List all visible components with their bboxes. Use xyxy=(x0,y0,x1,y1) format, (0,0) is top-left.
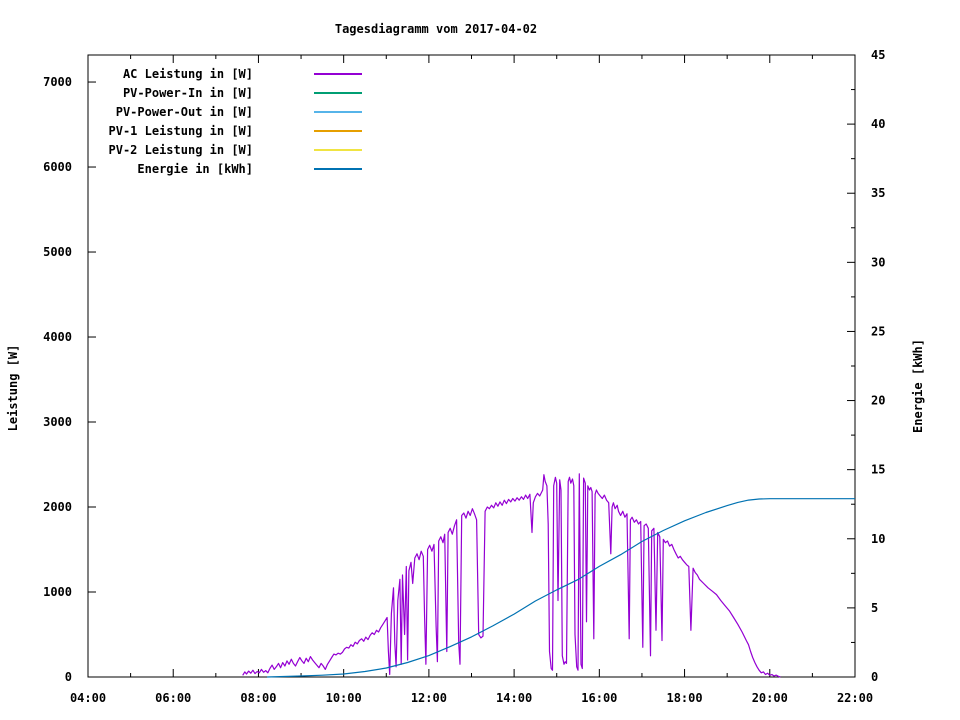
legend-label-pv1_leistung: PV-1 Leistung in [W] xyxy=(109,124,254,138)
y-tick-label: 0 xyxy=(65,670,72,684)
legend-label-pv_power_in: PV-Power-In in [W] xyxy=(123,86,253,100)
x-tick-label: 18:00 xyxy=(666,691,702,705)
y2-tick-label: 15 xyxy=(871,463,885,477)
x-tick-label: 08:00 xyxy=(240,691,276,705)
y2-tick-label: 30 xyxy=(871,255,885,269)
legend-label-energie: Energie in [kWh] xyxy=(137,162,253,176)
chart-generated-layer: 04:00 06:00 08:00 10:00 12:00 14:00 16:00 18:00… xyxy=(43,48,885,705)
x-tick-label: 10:00 xyxy=(326,691,362,705)
chart-title: Tagesdiagramm vom 2017-04-02 xyxy=(335,22,537,36)
x-tick-label: 16:00 xyxy=(581,691,617,705)
legend-label-pv_power_out: PV-Power-Out in [W] xyxy=(116,105,253,119)
y2-tick-label: 20 xyxy=(871,394,885,408)
x-tick-label: 12:00 xyxy=(411,691,447,705)
x-tick-label: 06:00 xyxy=(155,691,191,705)
x-tick-label: 14:00 xyxy=(496,691,532,705)
y2-tick-label: 0 xyxy=(871,670,878,684)
y2-tick-label: 5 xyxy=(871,601,878,615)
series-energie-line xyxy=(266,498,855,678)
y2-tick-label: 40 xyxy=(871,117,885,131)
y-tick-label: 5000 xyxy=(43,245,72,259)
y-tick-label: 3000 xyxy=(43,415,72,429)
x-tick-label: 20:00 xyxy=(752,691,788,705)
legend-label-pv2_leistung: PV-2 Leistung in [W] xyxy=(109,143,254,157)
y-tick-label: 2000 xyxy=(43,500,72,514)
legend-label-ac_leistung: AC Leistung in [W] xyxy=(123,67,253,81)
y2-tick-label: 35 xyxy=(871,186,885,200)
x-tick-label: 04:00 xyxy=(70,691,106,705)
y-tick-label: 1000 xyxy=(43,585,72,599)
y2-axis-title: Energie [kWh] xyxy=(911,339,925,433)
y2-tick-label: 25 xyxy=(871,324,885,338)
y-axis-title: Leistung [W] xyxy=(6,345,20,432)
y-tick-label: 7000 xyxy=(43,75,72,89)
y-tick-label: 4000 xyxy=(43,330,72,344)
y2-tick-label: 45 xyxy=(871,48,885,62)
series-ac_leistung-line xyxy=(242,473,781,678)
x-tick-label: 22:00 xyxy=(837,691,873,705)
y-tick-label: 6000 xyxy=(43,160,72,174)
y2-tick-label: 10 xyxy=(871,532,885,546)
